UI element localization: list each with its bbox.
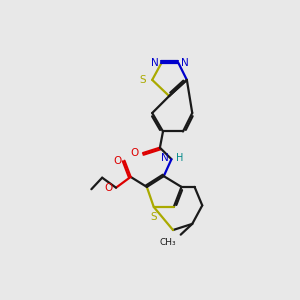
Text: H: H — [176, 153, 184, 164]
Text: O: O — [105, 183, 113, 193]
Text: O: O — [131, 148, 139, 158]
Text: S: S — [140, 75, 146, 85]
Text: CH₃: CH₃ — [160, 238, 176, 247]
Text: N: N — [161, 153, 169, 164]
Text: S: S — [150, 212, 157, 222]
Text: O: O — [113, 156, 122, 166]
Text: N: N — [151, 58, 158, 68]
Text: N: N — [182, 58, 189, 68]
